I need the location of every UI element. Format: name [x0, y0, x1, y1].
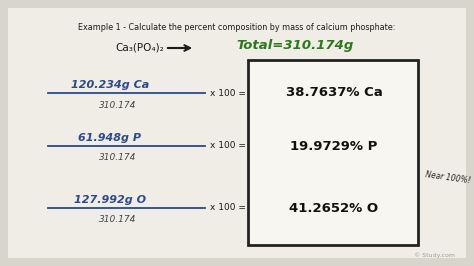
Text: 127.992g O: 127.992g O [74, 195, 146, 205]
Text: x 100 =: x 100 = [210, 89, 246, 98]
Text: 61.948g P: 61.948g P [79, 133, 142, 143]
Text: 38.7637% Ca: 38.7637% Ca [286, 86, 383, 99]
Text: 19.9729% P: 19.9729% P [290, 139, 378, 152]
Text: Ca₃(PO₄)₂: Ca₃(PO₄)₂ [116, 43, 164, 53]
Text: 120.234g Ca: 120.234g Ca [71, 80, 149, 90]
Text: Example 1 - Calculate the percent composition by mass of calcium phosphate:: Example 1 - Calculate the percent compos… [78, 23, 396, 32]
Text: x 100 =: x 100 = [210, 142, 246, 151]
Text: © Study.com: © Study.com [414, 252, 456, 258]
Text: x 100 =: x 100 = [210, 203, 246, 213]
Text: 310.174: 310.174 [100, 215, 137, 225]
Text: 41.2652% O: 41.2652% O [290, 202, 379, 214]
Text: Total=310.174g: Total=310.174g [237, 39, 354, 52]
Bar [248, 60, 418, 245]
Text: 310.174: 310.174 [100, 101, 137, 110]
Text: Near 100%!: Near 100%! [425, 171, 471, 186]
Text: 310.174: 310.174 [100, 153, 137, 163]
